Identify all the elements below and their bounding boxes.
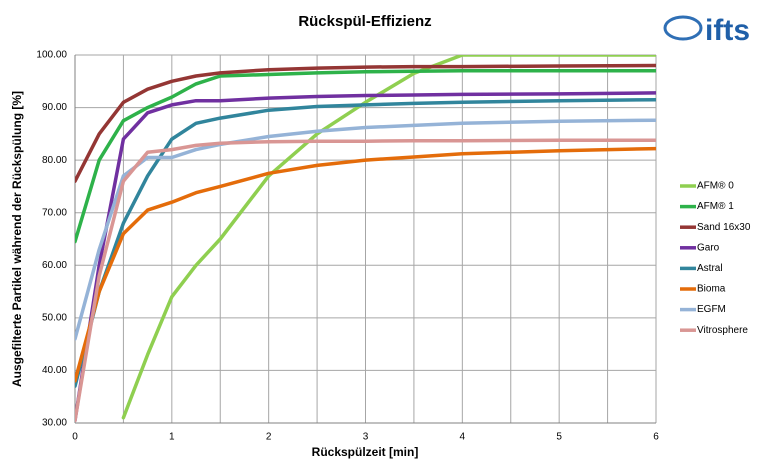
x-tick-label: 1 (169, 432, 175, 443)
x-tick-label: 6 (653, 432, 659, 443)
legend-label: Astral (697, 263, 723, 274)
x-tick-label: 3 (363, 432, 369, 443)
legend-label: AFM® 1 (697, 201, 734, 212)
x-tick-label: 0 (72, 432, 78, 443)
series-line (75, 97, 656, 388)
series-line (121, 55, 656, 420)
logo: ifts (663, 14, 750, 47)
legend-label: Bioma (697, 284, 726, 295)
x-tick-label: 4 (460, 432, 466, 443)
y-tick-label: 90.00 (42, 102, 67, 113)
series-line (75, 69, 656, 244)
series-line (75, 138, 656, 423)
y-tick-label: 30.00 (42, 418, 67, 429)
y-axis-title: Ausgefilterte Partikel während der Rücks… (10, 91, 24, 387)
legend-label: AFM® 0 (697, 181, 734, 192)
y-tick-label: 80.00 (42, 155, 67, 166)
logo-text: ifts (705, 14, 750, 47)
series-line (75, 91, 656, 423)
y-tick-label: 60.00 (42, 260, 67, 271)
y-tick-label: 50.00 (42, 312, 67, 323)
x-tick-label: 2 (266, 432, 272, 443)
legend-label: EGFM (697, 304, 726, 315)
y-tick-label: 40.00 (42, 365, 67, 376)
chart-title: Rückspül-Effizienz (298, 13, 431, 30)
legend-label: Garo (697, 242, 720, 253)
series-line (75, 118, 656, 341)
series-line (75, 63, 656, 183)
y-tick-label: 100.00 (36, 50, 67, 61)
x-axis-title: Rückspülzeit [min] (312, 445, 419, 459)
plot-area (75, 55, 656, 423)
legend-label: Sand 16x30 (697, 222, 751, 233)
y-tick-label: 70.00 (42, 207, 67, 218)
logo-swoosh (663, 15, 703, 41)
legend-label: Vitrosphere (697, 325, 748, 336)
series-line (75, 146, 656, 383)
x-tick-label: 5 (556, 432, 562, 443)
